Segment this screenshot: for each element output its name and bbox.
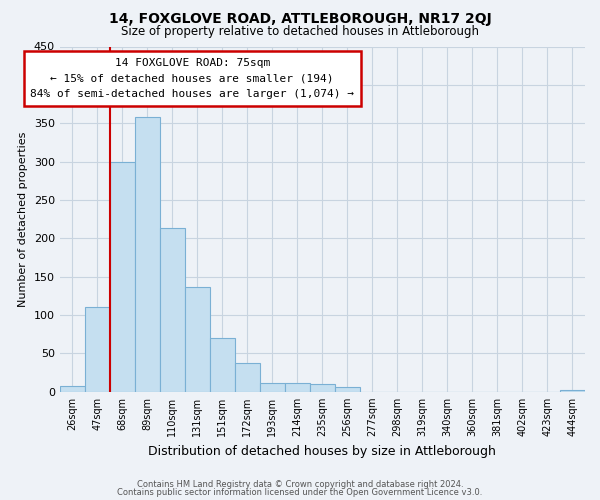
Bar <box>235 362 260 392</box>
Bar <box>110 162 134 392</box>
Bar <box>285 384 310 392</box>
Bar <box>59 386 85 392</box>
Bar <box>260 382 285 392</box>
Text: Size of property relative to detached houses in Attleborough: Size of property relative to detached ho… <box>121 25 479 38</box>
Y-axis label: Number of detached properties: Number of detached properties <box>18 132 28 307</box>
Text: 14, FOXGLOVE ROAD, ATTLEBOROUGH, NR17 2QJ: 14, FOXGLOVE ROAD, ATTLEBOROUGH, NR17 2Q… <box>109 12 491 26</box>
Bar <box>310 384 335 392</box>
Bar <box>210 338 235 392</box>
Bar <box>85 308 110 392</box>
X-axis label: Distribution of detached houses by size in Attleborough: Distribution of detached houses by size … <box>148 444 496 458</box>
Bar <box>560 390 585 392</box>
Text: 14 FOXGLOVE ROAD: 75sqm
← 15% of detached houses are smaller (194)
84% of semi-d: 14 FOXGLOVE ROAD: 75sqm ← 15% of detache… <box>30 58 354 99</box>
Bar <box>335 387 360 392</box>
Bar <box>134 117 160 392</box>
Bar <box>160 228 185 392</box>
Text: Contains public sector information licensed under the Open Government Licence v3: Contains public sector information licen… <box>118 488 482 497</box>
Bar <box>185 288 210 392</box>
Text: Contains HM Land Registry data © Crown copyright and database right 2024.: Contains HM Land Registry data © Crown c… <box>137 480 463 489</box>
